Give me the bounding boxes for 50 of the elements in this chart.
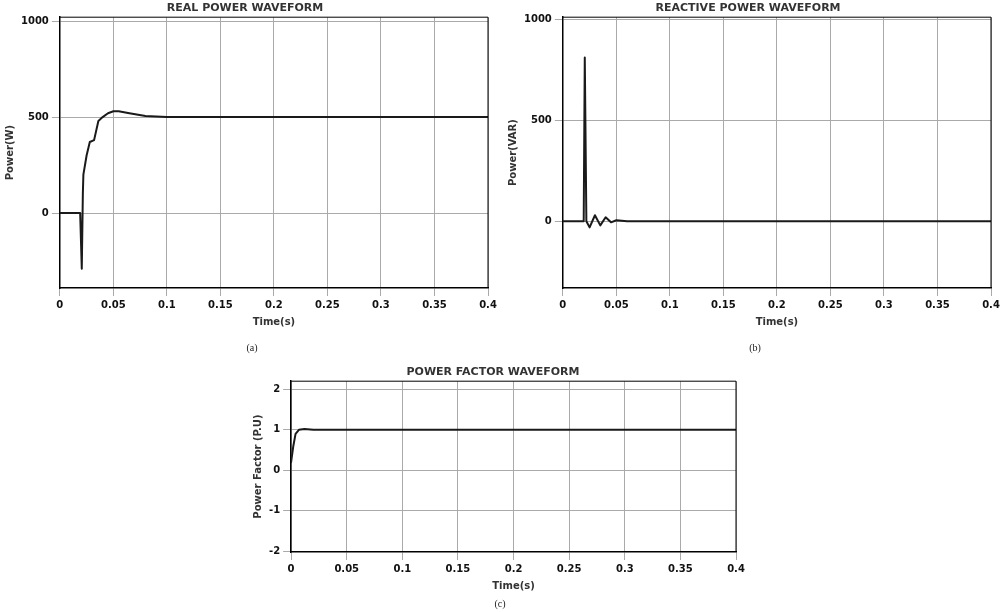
x-tick-label: 0.05 <box>604 298 629 310</box>
text: (b) <box>748 342 762 353</box>
chart-title: REACTIVE POWER WAVEFORM <box>655 1 841 15</box>
x-tick-label: 0.2 <box>265 298 283 310</box>
x-tick-label: 0.4 <box>727 562 745 574</box>
chart-title: REAL POWER WAVEFORM <box>166 1 324 15</box>
text: (c) <box>493 598 507 609</box>
x-tick-label: 0.05 <box>334 562 360 574</box>
x-tick-label: 0.35 <box>422 298 447 310</box>
x-tick-label: 0.35 <box>668 562 693 574</box>
y-tick-label: -2 <box>269 544 281 556</box>
x-tick-label: 0 <box>559 298 567 310</box>
y-tick-label: 1000 <box>20 14 49 26</box>
x-tick-label: 0.25 <box>556 562 582 574</box>
chart-title: POWER FACTOR WAVEFORM <box>406 365 580 379</box>
y-tick-label: -1 <box>269 504 281 516</box>
x-tick-label: 0.3 <box>615 562 634 574</box>
x-tick-label: 0 <box>287 562 295 574</box>
y-tick-label: 0 <box>41 206 49 218</box>
y-axis-title: Power(VAR) <box>506 119 518 186</box>
x-tick-label: 0.3 <box>372 298 390 310</box>
x-tick-label: 0.05 <box>101 298 126 310</box>
x-tick-label: 0.4 <box>479 298 497 310</box>
y-tick-label: 0 <box>273 463 281 475</box>
x-tick-label: 0.25 <box>315 298 340 310</box>
x-tick-label: 0.15 <box>208 298 233 310</box>
x-tick-label: 0.4 <box>982 298 1000 310</box>
y-axis-title: Power Factor (P.U) <box>251 414 263 519</box>
y-tick-label: 0 <box>544 214 552 226</box>
x-axis-title: Time(s) <box>755 315 799 327</box>
text: (a) <box>245 342 259 353</box>
x-tick-label: 0 <box>56 298 64 310</box>
x-tick-label: 0.1 <box>158 298 176 310</box>
y-tick-label: 500 <box>27 110 49 122</box>
x-axis-title: Time(s) <box>252 315 296 327</box>
x-tick-label: 0.15 <box>445 562 471 574</box>
y-axis-title: Power(W) <box>3 124 15 181</box>
x-tick-label: 0.3 <box>875 298 893 310</box>
x-tick-label: 0.35 <box>925 298 950 310</box>
x-tick-label: 0.25 <box>818 298 843 310</box>
y-tick-label: 2 <box>273 382 281 394</box>
x-tick-label: 0.1 <box>393 562 412 574</box>
y-tick-label: 500 <box>530 113 552 125</box>
x-axis-title: Time(s) <box>492 579 535 591</box>
x-tick-label: 0.2 <box>768 298 786 310</box>
y-tick-label: 1 <box>273 423 281 435</box>
x-tick-label: 0.2 <box>504 562 523 574</box>
x-tick-label: 0.15 <box>711 298 736 310</box>
y-tick-label: 1000 <box>523 12 552 24</box>
x-tick-label: 0.1 <box>661 298 679 310</box>
